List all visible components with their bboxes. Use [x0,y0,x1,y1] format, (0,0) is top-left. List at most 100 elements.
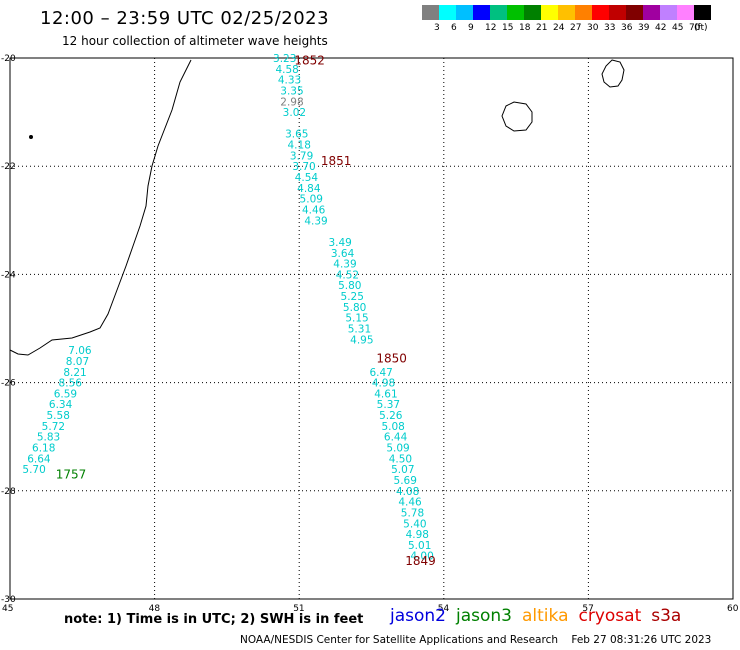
color-legend: 3 6 9 12 15 18 21 24 27 30 33 36 39 42 45 70 (ft) [422,5,711,33]
lat-tick-label: -30 [1,595,16,605]
color-swatch [439,5,456,20]
lat-tick-label: -24 [1,270,16,280]
credit-text: NOAA/NESDIS Center for Satellite Applica… [240,634,558,646]
color-swatch [558,5,575,20]
pass-time-label: 1850 [376,351,407,365]
swh-value-label: 6.59 [54,388,77,400]
color-swatch [609,5,626,20]
color-legend-label: 45 [672,23,684,33]
swh-value-label: 5.09 [386,443,409,455]
swh-value-label: 5.80 [338,280,361,292]
satellite-legend: jason2 jason3 altika cryosat s3a [390,606,691,626]
altimeter-track: 3.493.644.394.525.805.255.805.155.314.95… [328,237,406,365]
swh-value-label: 4.84 [297,183,321,195]
swh-value-label: 4.00 [410,551,433,563]
swh-value-label: 4.58 [275,64,298,76]
swh-value-label: 3.23 [273,53,296,65]
lat-tick-label: -20 [1,54,16,64]
swh-value-label: 5.78 [401,507,424,519]
altimeter-tracks: 7.068.078.218.566.596.345.585.725.836.18… [22,53,435,568]
satellite-name: altika [522,606,569,626]
swh-value-label: 5.31 [348,324,371,336]
swh-value-label: 6.18 [32,443,55,455]
color-swatch [490,5,507,20]
swh-value-label: 5.07 [391,464,414,476]
madagascar-coast [9,59,192,356]
swh-value-label: 3.02 [283,107,306,119]
swh-value-label: 8.21 [63,367,86,379]
swh-value-label: 4.46 [302,204,326,216]
satellite-name: s3a [651,606,682,626]
lon-tick-label: 60 [727,604,739,614]
credit-timestamp: Feb 27 08:31:26 UTC 2023 [571,634,712,646]
swh-value-label: 4.54 [295,172,319,184]
swh-value-label: 4.18 [288,140,311,152]
footer-note: note: 1) Time is in UTC; 2) SWH is in fe… [64,612,364,627]
color-legend-label: 3 [434,23,440,33]
lat-tick-label: -26 [1,379,16,389]
color-swatch [524,5,541,20]
swh-value-label: 5.80 [343,302,366,314]
color-legend-label: 18 [519,23,531,33]
swh-value-label: 4.46 [398,497,422,509]
map-frame [9,57,734,600]
lon-tick-label: 54 [438,604,450,614]
swh-value-label: 4.08 [396,486,419,498]
swh-value-label: 5.25 [341,291,364,303]
swh-value-label: 4.98 [406,529,429,541]
lat-tick-label: -28 [1,487,16,497]
color-swatch [473,5,490,20]
swh-value-label: 4.39 [304,215,327,227]
swh-value-label: 4.95 [350,334,373,346]
swh-value-label: 5.40 [403,518,426,530]
swh-value-label: 6.47 [369,367,392,379]
color-swatches [422,5,711,20]
map-subtitle: 12 hour collection of altimeter wave hei… [62,34,328,48]
swh-value-label: 5.26 [379,410,403,422]
swh-value-label: 5.70 [22,464,45,476]
swh-value-label: 3.35 [280,85,303,97]
swh-value-label: 4.61 [374,388,397,400]
swh-value-label: 5.83 [37,432,60,444]
color-legend-label: 12 [485,23,497,33]
color-legend-label: 33 [604,23,616,33]
swh-value-label: 3.79 [290,150,313,162]
color-legend-label: 6 [451,23,457,33]
swh-value-label: 5.15 [345,313,368,325]
map-title: 12:00 – 23:59 UTC 02/25/2023 [40,8,330,29]
swh-value-label: 4.98 [372,378,395,390]
swh-value-label: 3.64 [331,248,355,260]
pass-time-label: 1852 [294,54,325,68]
altimeter-track: 3.234.584.333.352.983.02 1852 [273,53,325,119]
pass-time-label: 1757 [56,468,87,482]
swh-value-label: 7.06 [68,345,92,357]
swh-value-label: 6.64 [27,453,51,465]
swh-value-label: 5.37 [377,399,400,411]
swh-value-label: 4.50 [389,453,412,465]
color-swatch [626,5,643,20]
lon-tick-label: 48 [149,604,161,614]
color-legend-label: (ft) [694,23,708,33]
swh-value-label: 2.98 [280,96,303,108]
coastline [9,59,625,356]
color-legend-label: 39 [638,23,650,33]
swh-value-label: 5.08 [381,421,404,433]
color-swatch [456,5,473,20]
altimeter-track: 3.654.183.793.704.544.845.094.464.39 1851 [285,129,351,228]
swh-value-label: 5.72 [42,421,65,433]
satellite-name: jason2 [390,606,446,626]
map-grid [10,58,733,599]
lon-tick-label: 45 [2,604,13,614]
swh-value-label: 8.07 [66,356,89,368]
reunion-island [501,101,533,132]
color-legend-label: 9 [468,23,474,33]
lon-tick-label: 51 [293,604,304,614]
color-legend-label: 42 [655,23,667,33]
color-swatch [507,5,524,20]
color-legend-label: 21 [536,23,548,33]
swh-value-label: 8.56 [59,378,83,390]
swh-value-label: 4.39 [333,259,356,271]
axis-tick-labels: 45 48 51 54 57 60 -20 -22 -24 -26 -28 -30 [1,54,739,614]
lon-tick-label: 57 [582,604,593,614]
